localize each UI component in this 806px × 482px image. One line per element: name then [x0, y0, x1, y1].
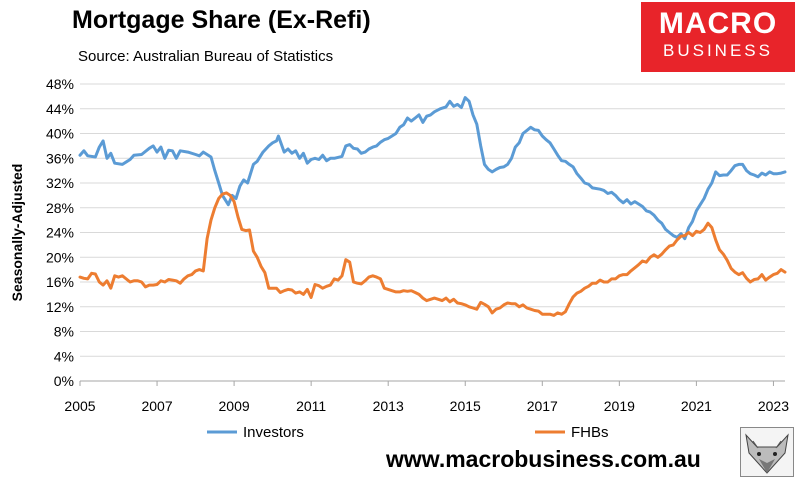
x-tick-label: 2017: [527, 398, 558, 414]
chart-title: Mortgage Share (Ex-Refi): [72, 6, 371, 34]
y-tick-label: 12%: [46, 299, 74, 315]
y-tick-label: 44%: [46, 101, 74, 117]
y-tick-label: 48%: [46, 76, 74, 92]
series-line-investors: [78, 96, 787, 241]
line-chart: 0% 4% 8% 12% 16% 20% 24% 28% 32% 36% 40% 44% 48% 2005…: [9, 76, 789, 440]
y-tick-label: 28%: [46, 200, 74, 216]
y-tick-label: 20%: [46, 249, 74, 265]
logo-line-2: BUSINESS: [663, 41, 773, 60]
logo-line-1: MACRO: [658, 7, 778, 40]
y-tick-label: 40%: [46, 126, 74, 142]
x-tick-label: 2005: [64, 398, 95, 414]
y-tick-label: 4%: [54, 348, 74, 364]
legend-label-fhbs: FHBs: [571, 424, 609, 440]
x-tick-label: 2011: [296, 398, 326, 414]
x-tick-label: 2007: [141, 398, 172, 414]
x-tick-label: 2019: [604, 398, 635, 414]
macrobusiness-logo: MACRO BUSINESS: [641, 2, 795, 72]
y-axis-label: Seasonally-Adjusted: [9, 164, 25, 302]
website-url: www.macrobusiness.com.au: [386, 446, 701, 472]
chart-subtitle: Source: Australian Bureau of Statistics: [78, 48, 334, 65]
x-tick-label: 2009: [219, 398, 250, 414]
x-tick-label: 2015: [450, 398, 481, 414]
fox-icon: [740, 427, 794, 477]
y-tick-label: 16%: [46, 274, 74, 290]
y-tick-label: 8%: [54, 324, 74, 340]
y-tick-label: 0%: [54, 373, 74, 389]
x-tick-label: 2023: [758, 398, 789, 414]
x-tick-label: 2013: [373, 398, 404, 414]
series-line-fhbs: [78, 191, 787, 317]
y-tick-label: 36%: [46, 150, 74, 166]
x-tick-label: 2021: [681, 398, 712, 414]
y-tick-label: 24%: [46, 225, 74, 241]
y-tick-label: 32%: [46, 175, 74, 191]
legend-label-investors: Investors: [243, 424, 304, 440]
